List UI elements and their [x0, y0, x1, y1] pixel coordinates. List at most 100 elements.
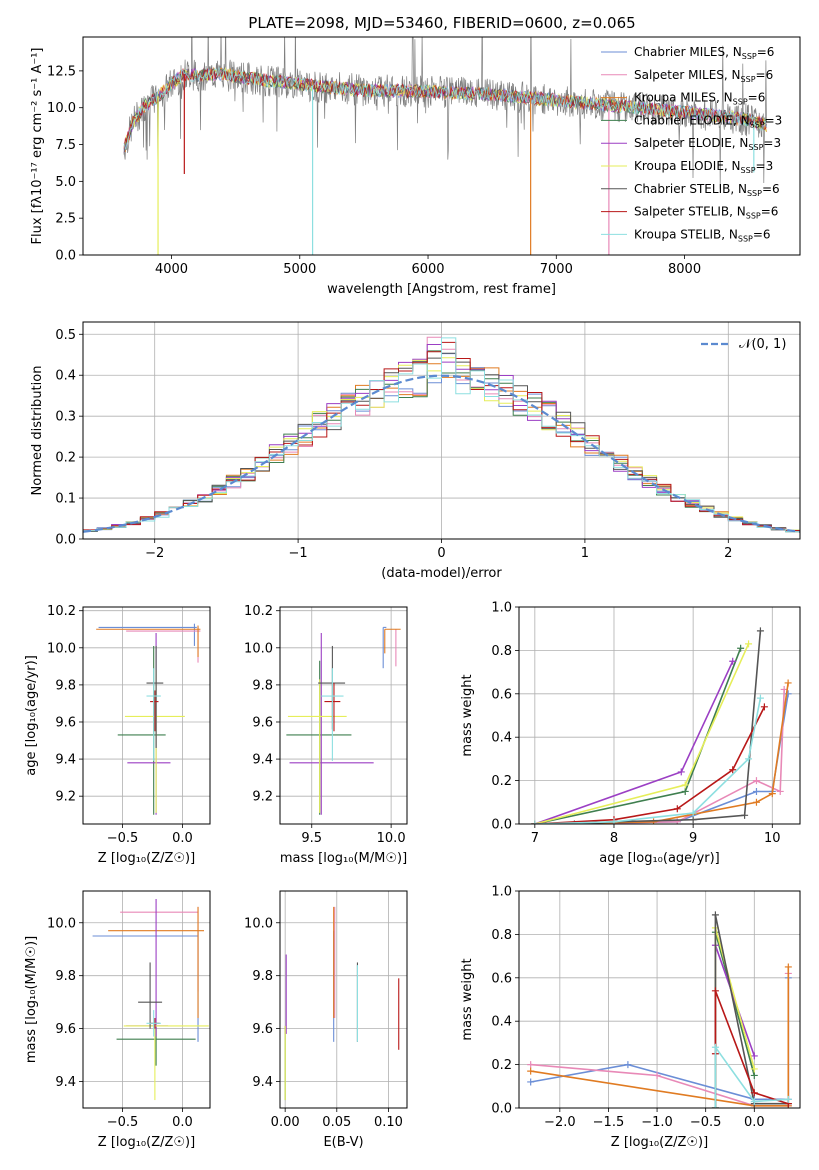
- chart-mass-age: 9.5 10.0 9.2 9.4 9.6 9.8 10.0 10.2 mass [log₁₀(M…: [244, 604, 408, 866]
- weight-marker: [756, 627, 764, 635]
- plot-area: [83, 336, 800, 533]
- weight-marker: [784, 1095, 792, 1103]
- model-line-6: [123, 67, 768, 155]
- weight-marker: [689, 809, 697, 817]
- weight-marker: [729, 766, 737, 774]
- data-point-3: [117, 645, 166, 815]
- y-tick-label: 10.2: [47, 604, 76, 619]
- weight-marker: [752, 787, 760, 795]
- plot-area: [96, 623, 201, 815]
- data-point-5: [123, 1025, 209, 1101]
- axes-frame: [279, 606, 408, 825]
- residual-histogram-8: [83, 337, 800, 533]
- y-tick-label: 10.0: [47, 916, 76, 931]
- y-tick-label: 5.0: [55, 175, 76, 190]
- weight-marker: [776, 787, 784, 795]
- axes-frame: [279, 890, 408, 1109]
- legend-subscript: SSP: [741, 75, 756, 84]
- y-tick-label: 0.0: [55, 533, 76, 548]
- y-tick-label: 9.8: [252, 678, 273, 693]
- data-point-1: [120, 906, 199, 992]
- data-point-6: [146, 645, 164, 748]
- x-tick-label: −0.5: [107, 1115, 139, 1130]
- y-tick-label: 9.4: [252, 1075, 273, 1090]
- x-tick-label: 0.00: [271, 1115, 300, 1130]
- weight-marker: [750, 1071, 758, 1079]
- y-tick-label: 9.2: [55, 790, 76, 805]
- weight-marker: [624, 1061, 632, 1069]
- x-tick-label: 0: [437, 546, 445, 561]
- axes-frame: [82, 890, 211, 1109]
- legend-tail: =6: [756, 68, 774, 82]
- data-point-8: [321, 668, 344, 761]
- weight-marker: [650, 818, 658, 824]
- legend-label: Salpeter STELIB, NSSP=6: [634, 205, 778, 221]
- y-tick-label: 0.6: [491, 971, 512, 986]
- legend-label: Kroupa MILES, NSSP=6: [634, 91, 765, 107]
- data-point-8: [146, 668, 161, 761]
- weight-marker: [784, 963, 792, 971]
- y-tick-label: 0.2: [491, 774, 512, 789]
- y-tick-label: 1.0: [491, 885, 512, 900]
- x-tick-label: 8: [610, 831, 618, 846]
- plot-area: [531, 627, 792, 824]
- y-tick-label: 0.8: [491, 928, 512, 943]
- legend-label: Chabrier ELODIE, NSSP=3: [634, 113, 782, 129]
- y-tick-label: 9.8: [55, 969, 76, 984]
- weight-marker: [527, 1067, 535, 1075]
- weight-marker: [711, 1043, 719, 1051]
- y-tick-label: 9.8: [252, 969, 273, 984]
- x-tick-label: 10.0: [377, 831, 406, 846]
- y-tick-label: 9.6: [55, 715, 76, 730]
- weight-line-7: [534, 706, 766, 824]
- chart-z-mass: −0.5 0.0 9.4 9.6 9.8 10.0 Z [log₁₀(Z/Z☉)] mass …: [24, 890, 211, 1150]
- axes-frame: [82, 36, 801, 256]
- legend-label: 𝒩(0, 1): [739, 337, 786, 352]
- data-point-4: [289, 632, 374, 815]
- y-tick-label: 9.2: [252, 790, 273, 805]
- x-tick-label: 10: [764, 831, 781, 846]
- legend-tail: =6: [762, 182, 780, 196]
- y-tick-label: 9.4: [55, 753, 76, 768]
- x-axis-label: Z [log₁₀(Z/Z☉)]: [98, 1135, 195, 1150]
- y-tick-label: 9.6: [252, 715, 273, 730]
- x-tick-label: 5000: [283, 262, 316, 277]
- weight-line-8: [714, 1044, 789, 1108]
- y-tick-label: 12.5: [47, 64, 76, 79]
- weight-marker: [677, 768, 685, 776]
- y-tick-label: 0.4: [491, 731, 512, 746]
- x-tick-label: 0.0: [172, 1115, 193, 1130]
- weight-marker: [752, 798, 760, 806]
- plot-area: [92, 898, 209, 1101]
- y-tick-label: 0.2: [55, 451, 76, 466]
- weight-line-4: [714, 945, 756, 1108]
- model-line-8: [123, 67, 768, 150]
- weight-marker: [745, 755, 753, 763]
- x-axis-label: Z [log₁₀(Z/Z☉)]: [611, 1135, 708, 1150]
- x-tick-label: 4000: [155, 262, 188, 277]
- plot-area: [527, 911, 792, 1108]
- y-tick-label: 10.0: [244, 916, 273, 931]
- legend-label: Chabrier STELIB, NSSP=6: [634, 182, 780, 198]
- weight-marker: [527, 1078, 535, 1086]
- data-point-2: [384, 628, 401, 654]
- weight-line-7: [714, 990, 789, 1105]
- x-axis-label: Z [log₁₀(Z/Z☉)]: [98, 851, 195, 866]
- y-axis-label: Flux [fλ10⁻¹⁷ erg cm⁻² s⁻¹ A⁻¹]: [30, 48, 45, 245]
- y-tick-label: 0.4: [55, 369, 76, 384]
- data-point-4: [126, 898, 169, 1037]
- legend: Chabrier MILES, NSSP=6 Salpeter MILES, NS…: [601, 45, 782, 243]
- weight-line-2: [530, 967, 790, 1107]
- y-tick-label: 0.2: [491, 1058, 512, 1073]
- weight-line-5: [534, 643, 750, 824]
- x-tick-label: −1: [289, 546, 308, 561]
- chart-ebv-mass: 0.00 0.05 0.10 9.4 9.6 9.8 10.0 E(B-V): [244, 890, 408, 1150]
- x-tick-label: 6000: [411, 262, 444, 277]
- data-point-0: [98, 623, 197, 646]
- weight-marker: [689, 816, 697, 824]
- y-tick-label: 0.5: [55, 328, 76, 343]
- x-tick-label: 9.5: [301, 831, 322, 846]
- data-point-2: [96, 625, 201, 658]
- x-tick-label: −2: [145, 546, 164, 561]
